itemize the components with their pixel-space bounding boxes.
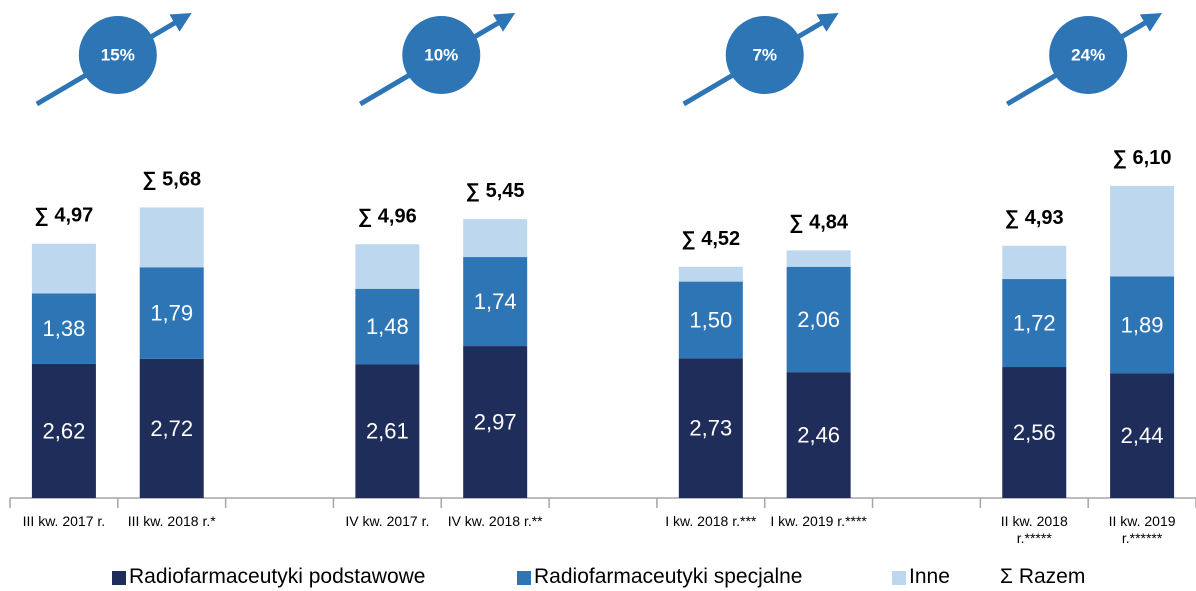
bar-segment bbox=[139, 267, 204, 359]
data-label: 1,48 bbox=[366, 314, 409, 339]
growth-label: 10% bbox=[424, 46, 458, 65]
bar-segment bbox=[31, 243, 96, 294]
total-label: ∑ 4,96 bbox=[358, 205, 417, 227]
growth-label: 24% bbox=[1071, 46, 1105, 65]
total-label: ∑ 5,68 bbox=[142, 168, 201, 190]
legend-label: Inne bbox=[909, 565, 950, 588]
bar-segment bbox=[139, 207, 204, 268]
data-label: 2,46 bbox=[797, 423, 840, 448]
bar-segment bbox=[786, 266, 851, 373]
data-label: 1,72 bbox=[1013, 311, 1056, 336]
total-label: ∑ 5,45 bbox=[466, 180, 525, 202]
bar-segment bbox=[355, 364, 420, 498]
bar-segment bbox=[678, 358, 743, 498]
data-label: 2,97 bbox=[474, 410, 517, 435]
growth-circle bbox=[78, 16, 157, 94]
bar-segment bbox=[355, 288, 420, 365]
legend-swatch bbox=[892, 571, 906, 585]
bar-segment bbox=[678, 281, 743, 359]
bar-segment bbox=[1002, 279, 1067, 368]
bar-segment bbox=[463, 219, 528, 258]
total-label: ∑ 4,84 bbox=[789, 211, 849, 233]
growth-circle bbox=[725, 16, 804, 94]
bar-segment bbox=[786, 372, 851, 498]
data-label: 1,74 bbox=[474, 289, 517, 314]
bar-segment bbox=[139, 358, 204, 498]
total-label: ∑ 4,52 bbox=[681, 228, 740, 250]
bar-segment bbox=[355, 244, 420, 289]
x-tick-label: IV kw. 2018 r.** bbox=[447, 513, 543, 529]
total-label: ∑ 6,10 bbox=[1113, 147, 1172, 169]
data-label: 1,89 bbox=[1121, 312, 1164, 337]
legend-label: Radiofarmaceutyki podstawowe bbox=[129, 565, 426, 588]
data-label: 1,79 bbox=[150, 301, 193, 326]
growth-label: 7% bbox=[752, 46, 777, 65]
data-label: 2,61 bbox=[366, 419, 409, 444]
x-tick-label: IV kw. 2017 r. bbox=[345, 513, 430, 529]
x-tick-label: III kw. 2018 r.* bbox=[127, 513, 216, 529]
bar-segment bbox=[1110, 185, 1175, 277]
bar-segment bbox=[31, 293, 96, 364]
bar-segment bbox=[1110, 373, 1175, 498]
bar-segment bbox=[1002, 245, 1067, 280]
total-label: ∑ 4,93 bbox=[1005, 207, 1064, 229]
x-tick-label: III kw. 2017 r. bbox=[22, 513, 106, 529]
growth-label: 15% bbox=[101, 46, 135, 65]
legend-label: Radiofarmaceutyki specjalne bbox=[534, 565, 803, 588]
data-label: 2,56 bbox=[1013, 420, 1056, 445]
bar-segment bbox=[463, 346, 528, 498]
data-label: 2,73 bbox=[689, 416, 732, 441]
bar-segment bbox=[1110, 276, 1175, 374]
x-tick-label: II kw. 2019 r.****** bbox=[1108, 513, 1176, 546]
bar-segment bbox=[463, 257, 528, 347]
legend-swatch bbox=[112, 571, 126, 585]
legend-swatch bbox=[517, 571, 531, 585]
data-label: 1,38 bbox=[42, 316, 85, 341]
total-label: ∑ 4,97 bbox=[35, 205, 94, 227]
x-tick-label: II kw. 2018 r.***** bbox=[1000, 513, 1068, 546]
legend-label: Σ Razem bbox=[1000, 565, 1086, 588]
x-tick-label: I kw. 2019 r.**** bbox=[770, 513, 867, 529]
bar-segment bbox=[31, 363, 96, 498]
growth-circle bbox=[402, 16, 481, 94]
data-label: 2,06 bbox=[797, 307, 840, 332]
x-tick-label: I kw. 2018 r.*** bbox=[665, 513, 757, 529]
bar-segment bbox=[1002, 367, 1067, 498]
data-label: 2,62 bbox=[42, 418, 85, 443]
bar-segment bbox=[786, 250, 851, 267]
data-label: 1,50 bbox=[689, 307, 732, 332]
data-label: 2,44 bbox=[1121, 423, 1164, 448]
bar-segment bbox=[678, 266, 743, 282]
data-label: 2,72 bbox=[150, 416, 193, 441]
growth-circle bbox=[1049, 16, 1128, 94]
